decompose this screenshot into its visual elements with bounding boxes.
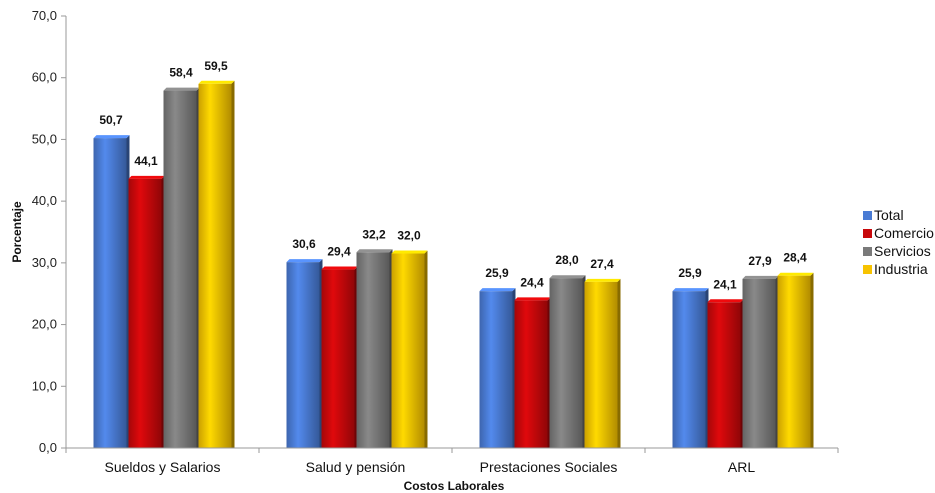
data-label: 30,6 — [292, 237, 316, 251]
bar-top — [479, 288, 516, 292]
bar — [163, 90, 197, 449]
y-tick-label: 60,0 — [32, 70, 57, 85]
y-tick-label: 10,0 — [32, 378, 57, 393]
legend-swatch — [863, 211, 872, 220]
bar-side — [810, 272, 814, 448]
bar-side — [231, 80, 235, 449]
legend: Total Comercio Servicios Industria — [863, 207, 934, 277]
bar — [549, 278, 583, 448]
x-category-label: Sueldos y Salarios — [105, 459, 221, 475]
bar-top — [777, 272, 814, 276]
legend-label: Comercio — [874, 225, 934, 241]
bar — [584, 281, 618, 448]
data-label: 24,4 — [520, 275, 544, 289]
y-tick-label: 0,0 — [39, 440, 57, 455]
bar-side — [617, 278, 621, 448]
bars: 50,7 44,1 58,4 59,5 30,6 29,4 32,2 32,0 25,9 24,4… — [93, 59, 814, 449]
data-label: 44,1 — [134, 154, 158, 168]
data-label: 25,9 — [678, 266, 702, 280]
bar-top — [549, 275, 586, 279]
bar-side — [424, 250, 428, 448]
bar — [128, 178, 162, 448]
data-label: 59,5 — [204, 59, 228, 73]
y-tick-label: 40,0 — [32, 193, 57, 208]
data-label: 50,7 — [99, 113, 123, 127]
bar-top — [356, 249, 393, 253]
bar-top — [198, 80, 235, 84]
bar — [479, 291, 513, 448]
bar — [93, 138, 127, 448]
data-label: 58,4 — [169, 66, 193, 80]
bar — [321, 269, 355, 448]
x-axis: Sueldos y Salarios Salud y pensión Prestac… — [65, 447, 839, 475]
legend-swatch — [863, 247, 872, 256]
bar-top — [93, 135, 130, 139]
bar — [672, 291, 706, 448]
x-axis-title: Costos Laborales — [404, 479, 505, 493]
bar — [777, 275, 811, 448]
bar-top — [128, 175, 165, 179]
x-category-label: Salud y pensión — [306, 459, 406, 475]
data-label: 24,1 — [713, 277, 737, 291]
data-label: 25,9 — [485, 266, 509, 280]
data-label: 29,4 — [327, 245, 351, 259]
x-category-label: Prestaciones Sociales — [480, 459, 618, 475]
bar-top — [707, 299, 744, 303]
data-label: 32,0 — [397, 229, 421, 243]
legend-swatch — [863, 229, 872, 238]
y-tick-label: 70,0 — [32, 8, 57, 23]
legend-label: Total — [874, 207, 904, 223]
bar-top — [672, 288, 709, 292]
y-tick-label: 50,0 — [32, 131, 57, 146]
bar — [514, 300, 548, 448]
data-label: 32,2 — [362, 227, 386, 241]
bar-top — [514, 297, 551, 301]
bar — [198, 83, 232, 449]
bar-top — [286, 259, 323, 263]
legend-swatch — [863, 265, 872, 274]
bar — [742, 278, 776, 448]
legend-label: Industria — [874, 261, 928, 277]
y-tick-label: 20,0 — [32, 317, 57, 332]
data-label: 27,9 — [748, 254, 772, 268]
bar-top — [584, 278, 621, 282]
bar — [391, 253, 425, 448]
data-label: 27,4 — [590, 257, 614, 271]
y-axis-title: Porcentaje — [10, 201, 24, 263]
data-label: 28,4 — [783, 251, 807, 265]
x-category-label: ARL — [728, 459, 755, 475]
bar-top — [163, 87, 200, 91]
y-tick-label: 30,0 — [32, 255, 57, 270]
bar — [707, 302, 741, 448]
bar-top — [742, 275, 779, 279]
bar-top — [321, 266, 358, 270]
bar — [356, 252, 390, 448]
legend-label: Servicios — [874, 243, 931, 259]
y-axis: 0,0 10,0 20,0 30,0 40,0 50,0 60,0 70,0 — [32, 8, 67, 455]
data-label: 28,0 — [555, 253, 579, 267]
bar — [286, 262, 320, 448]
bar-top — [391, 250, 428, 254]
